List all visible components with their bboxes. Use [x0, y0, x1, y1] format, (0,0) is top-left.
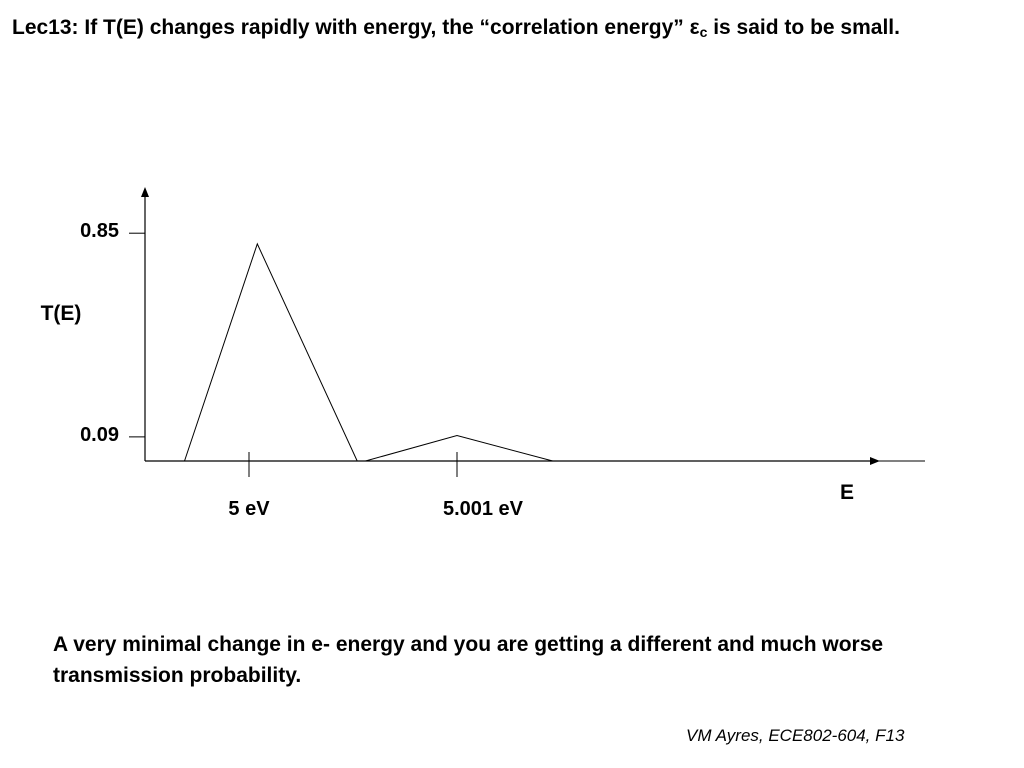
x-tick-label-5-ev: 5 eV [228, 498, 270, 520]
slide-footer: VM Ayres, ECE802-604, F13 [686, 726, 905, 745]
title-suffix: is said to be small. [707, 16, 900, 39]
transmission-curve [145, 242, 925, 462]
y-axis-arrow [141, 187, 149, 197]
y-tick-label-0.09: 0.09 [80, 424, 119, 446]
title-prefix: Lec13: If T(E) changes rapidly with ener… [12, 16, 690, 39]
y-axis [141, 187, 149, 461]
slide-title: Lec13: If T(E) changes rapidly with ener… [12, 13, 1002, 47]
y-axis-label: T(E) [41, 302, 82, 325]
x-tick-label-5.001-ev: 5.001 eV [443, 498, 524, 520]
y-tick-label-0.85: 0.85 [80, 220, 119, 242]
title-subscript: c [699, 24, 708, 40]
x-axis-label: E [840, 481, 854, 504]
slide-caption: A very minimal change in e- energy and y… [53, 633, 884, 687]
title-epsilon-symbol: ε [689, 16, 700, 39]
